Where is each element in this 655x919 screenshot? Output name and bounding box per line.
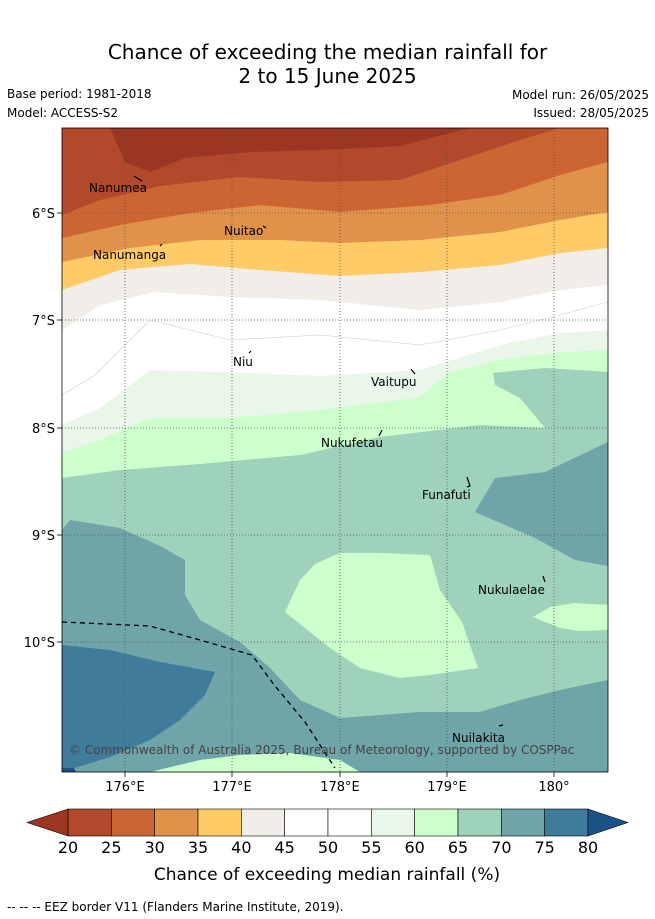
x-tick-label-178: 178°E xyxy=(320,780,360,795)
colorbar-over-arrow xyxy=(587,808,629,837)
x-tick-label-180: 180° xyxy=(538,780,569,795)
colorbar-segment xyxy=(501,808,545,837)
colorbar-tick-label: 40 xyxy=(231,838,251,857)
colorbar-segment xyxy=(241,808,285,837)
place-label-niu: Niu xyxy=(233,355,253,369)
y-tick-label-8s: 8°S xyxy=(32,422,55,437)
island-outlines xyxy=(133,175,546,727)
place-label-nuilakita: Nuilakita xyxy=(452,731,505,745)
band-above-80 xyxy=(62,768,76,772)
island-niu xyxy=(248,350,252,354)
colorbar-tick-label: 35 xyxy=(188,838,208,857)
island-nanumea xyxy=(133,175,143,182)
colorbar-segments xyxy=(26,808,629,837)
y-tick-label-6s: 6°S xyxy=(32,207,55,222)
colorbar-segment xyxy=(414,808,459,837)
map-frame xyxy=(61,127,609,773)
y-tick-label-7s: 7°S xyxy=(32,314,55,329)
colorbar-tick-labels: 20 25 30 35 40 45 50 55 60 65 70 75 80 xyxy=(58,838,598,857)
colorbar-tick-label: 25 xyxy=(101,838,121,857)
band-70-75-east xyxy=(475,442,608,566)
map: Nanumea Nuitao Nanumanga Niu Vaitupu Nuk… xyxy=(24,127,609,795)
axis-ticks xyxy=(57,212,555,777)
island-funafuti xyxy=(466,476,471,488)
model-name: Model: ACCESS-S2 xyxy=(7,106,119,120)
colorbar-segment xyxy=(197,808,242,837)
x-tick-label-177: 177°E xyxy=(212,780,252,795)
colorbar-tick-label: 30 xyxy=(144,838,164,857)
place-label-nuitao: Nuitao xyxy=(224,224,263,238)
colorbar-segment xyxy=(154,808,199,837)
colorbar-under-arrow xyxy=(26,808,69,837)
colorbar-tick-label: 75 xyxy=(534,838,554,857)
island-nuitao xyxy=(262,225,267,229)
place-label-nukulaelae: Nukulaelae xyxy=(478,583,545,597)
band-70-75 xyxy=(62,520,608,772)
y-tick-label-10s: 10°S xyxy=(24,636,55,651)
colorbar-segment xyxy=(544,808,589,837)
colorbar-tick-label: 80 xyxy=(578,838,598,857)
band-60-65-east xyxy=(533,603,608,631)
band-60-65-central xyxy=(285,553,478,678)
island-nukulaelae xyxy=(542,575,546,583)
chart-title: Chance of exceeding the median rainfall … xyxy=(0,40,655,88)
title-line-2: 2 to 15 June 2025 xyxy=(238,64,417,88)
colorbar-segment xyxy=(457,808,502,837)
island-nanumanga xyxy=(159,243,163,247)
y-tick-label-9s: 9°S xyxy=(32,529,55,544)
island-nuilakita xyxy=(498,724,504,727)
issued-date: Issued: 28/05/2025 xyxy=(533,106,649,120)
island-vaitupu xyxy=(410,368,416,375)
place-label-vaitupu: Vaitupu xyxy=(371,375,417,389)
place-label-funafuti: Funafuti xyxy=(422,488,471,502)
place-label-nanumanga: Nanumanga xyxy=(93,248,166,262)
title-line-1: Chance of exceeding the median rainfall … xyxy=(107,40,548,64)
place-label-nukufetau: Nukufetau xyxy=(321,436,383,450)
colorbar-tick-label: 20 xyxy=(58,838,78,857)
x-tick-label-179: 179°E xyxy=(427,780,467,795)
colorbar-segment xyxy=(67,808,112,837)
band-60-65-south xyxy=(150,753,360,772)
colorbar-segment xyxy=(371,808,415,837)
colorbar-tick-label: 50 xyxy=(318,838,338,857)
x-tick-label-176: 176°E xyxy=(105,780,145,795)
colorbar-segment xyxy=(111,808,155,837)
colorbar-segment xyxy=(284,808,329,837)
base-period: Base period: 1981-2018 xyxy=(7,87,152,101)
colorbar-tick-label: 70 xyxy=(491,838,511,857)
model-run-date: Model run: 26/05/2025 xyxy=(511,88,649,102)
rainfall-contours xyxy=(62,128,608,772)
colorbar-segment xyxy=(327,808,372,837)
copyright-notice: © Commonwealth of Australia 2025, Bureau… xyxy=(69,743,574,757)
colorbar-tick-label: 60 xyxy=(404,838,424,857)
colorbar-tick-label: 55 xyxy=(361,838,381,857)
band-75-80 xyxy=(62,645,215,772)
island-nukufetau xyxy=(378,429,383,437)
graticule xyxy=(62,128,608,772)
place-label-nanumea: Nanumea xyxy=(89,181,147,195)
eez-legend: -- -- -- EEZ border V11 (Flanders Marine… xyxy=(7,900,344,914)
colorbar-label: Chance of exceeding median rainfall (%) xyxy=(154,865,500,885)
colorbar-tick-label: 65 xyxy=(448,838,468,857)
eez-border-line xyxy=(61,621,336,769)
colorbar-tick-label: 45 xyxy=(274,838,294,857)
